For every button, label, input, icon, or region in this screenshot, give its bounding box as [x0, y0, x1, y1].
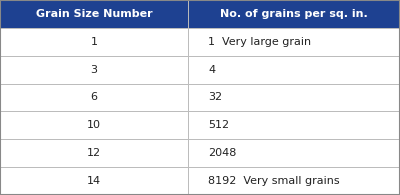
Bar	[0, 111, 188, 139]
Bar	[188, 84, 400, 111]
Text: 2048: 2048	[208, 148, 236, 158]
Text: 6: 6	[90, 92, 98, 103]
Text: 8192  Very small grains: 8192 Very small grains	[208, 176, 340, 186]
Text: 12: 12	[87, 148, 101, 158]
Bar	[188, 0, 400, 28]
Text: 1: 1	[90, 37, 98, 47]
Bar	[188, 167, 400, 195]
Bar	[188, 111, 400, 139]
Bar	[188, 28, 400, 56]
Bar	[0, 84, 188, 111]
Text: No. of grains per sq. in.: No. of grains per sq. in.	[220, 9, 368, 19]
Text: 512: 512	[208, 120, 229, 130]
Bar	[0, 0, 188, 28]
Bar	[188, 56, 400, 84]
Text: 10: 10	[87, 120, 101, 130]
Text: Grain Size Number: Grain Size Number	[36, 9, 152, 19]
Bar	[188, 139, 400, 167]
Bar	[0, 167, 188, 195]
Text: 4: 4	[208, 65, 215, 75]
Bar	[0, 139, 188, 167]
Text: 14: 14	[87, 176, 101, 186]
Bar	[0, 56, 188, 84]
Text: 32: 32	[208, 92, 222, 103]
Text: 1  Very large grain: 1 Very large grain	[208, 37, 311, 47]
Bar	[0, 28, 188, 56]
Text: 3: 3	[90, 65, 98, 75]
